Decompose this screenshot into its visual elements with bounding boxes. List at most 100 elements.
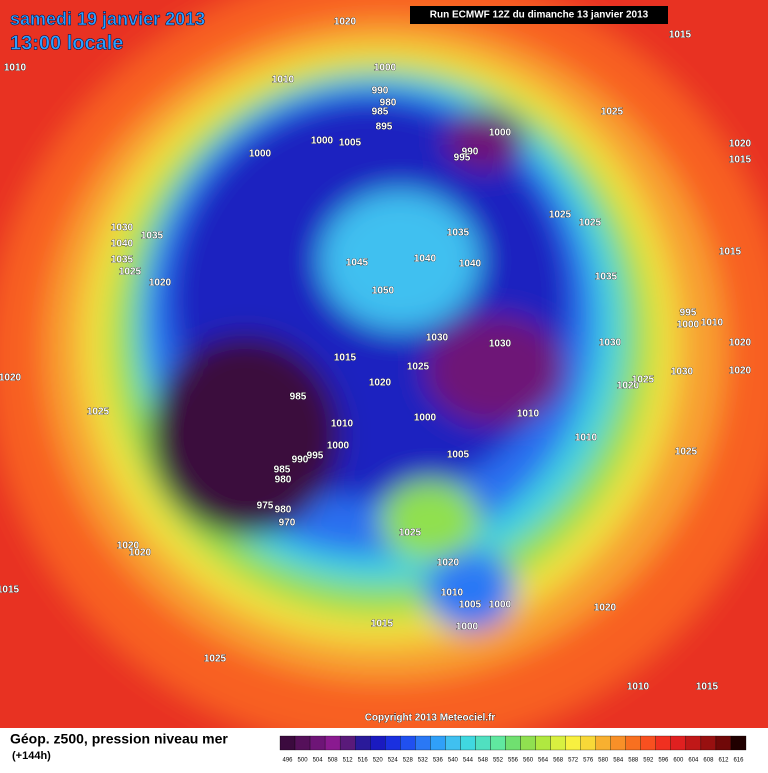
field-label: Géop. z500, pression niveau mer — [10, 731, 228, 747]
isobar-label: 1000 — [327, 441, 350, 452]
scale-label: 572 — [568, 758, 579, 764]
isobar-label: 1025 — [579, 218, 602, 229]
isobar-label: 1010 — [441, 588, 464, 599]
scale-label: 556 — [508, 758, 519, 764]
scale-label: 568 — [553, 758, 564, 764]
lead-time: (+144h) — [12, 750, 51, 762]
map-title: samedi 19 janvier 2013 — [10, 9, 205, 29]
scale-label: 516 — [358, 758, 369, 764]
scale-swatch — [625, 735, 641, 751]
isobar-label: 985 — [274, 465, 291, 476]
isobar-label: 990 — [462, 147, 479, 158]
scale-swatch — [565, 735, 581, 751]
scale-swatch — [294, 735, 311, 751]
isobar-label: 1015 — [334, 353, 357, 364]
scale-label: 576 — [583, 758, 594, 764]
scale-label: 564 — [538, 758, 549, 764]
isobar-label: 1040 — [414, 254, 437, 265]
isobar-label: 1020 — [129, 548, 152, 559]
isobar-label: 1000 — [249, 149, 272, 160]
isobar-label: 1025 — [204, 654, 227, 665]
isobar-label: 1000 — [489, 600, 512, 611]
isobar-label: 1045 — [346, 258, 369, 269]
isobar-label: 1040 — [459, 259, 482, 270]
run-box — [410, 6, 668, 24]
scale-label: 552 — [493, 758, 504, 764]
isobar-label: 1035 — [111, 255, 134, 266]
isobar-label: 1015 — [371, 619, 394, 630]
scale-swatch — [610, 735, 626, 751]
isobar-label: 1010 — [517, 409, 540, 420]
isobar-label: 1025 — [675, 447, 698, 458]
scale-label: 540 — [448, 758, 459, 764]
isobar-label: 1020 — [729, 139, 752, 150]
isobar-label: 1020 — [437, 558, 460, 569]
isobar-label: 1030 — [599, 338, 622, 349]
isobar-label: 1020 — [729, 366, 752, 377]
scale-label: 536 — [433, 758, 444, 764]
scale-swatch — [309, 735, 326, 751]
scale-label: 524 — [388, 758, 399, 764]
scale-label: 512 — [343, 758, 354, 764]
isobar-label: 1035 — [141, 231, 164, 242]
scale-swatch — [550, 735, 566, 751]
scale-label: 532 — [418, 758, 429, 764]
scale-swatch — [430, 735, 446, 751]
scale-label: 584 — [613, 758, 624, 764]
scale-swatch — [655, 735, 671, 751]
isobar-label: 995 — [454, 153, 471, 164]
isobar-label: 1020 — [729, 338, 752, 349]
scale-swatch — [490, 735, 506, 751]
isobar-label: 1020 — [617, 381, 640, 392]
scale-swatch — [385, 735, 401, 751]
scale-label: 600 — [673, 758, 684, 764]
scale-swatch — [355, 735, 371, 751]
isobar-label: 1010 — [701, 318, 724, 329]
isobar-label: 990 — [372, 86, 389, 97]
scale-swatch — [715, 735, 732, 751]
isobar-label: 1030 — [489, 339, 512, 350]
isobar-label: 980 — [380, 98, 397, 109]
isobar-label: 1020 — [334, 17, 357, 28]
scale-label: 588 — [628, 758, 639, 764]
scale-swatch — [279, 735, 296, 751]
isobar-label: 990 — [292, 455, 309, 466]
valid-time: 13:00 locale — [10, 32, 123, 54]
isobar-label: 1020 — [0, 373, 22, 384]
isobar-label: 1015 — [696, 682, 719, 693]
isobar-label: 1000 — [311, 136, 334, 147]
scale-swatch — [640, 735, 656, 751]
scale-label: 548 — [478, 758, 489, 764]
scale-swatch — [324, 735, 341, 751]
scale-swatch — [535, 735, 551, 751]
isobar-label: 1020 — [117, 541, 140, 552]
isobar-label: 1030 — [426, 333, 449, 344]
scale-swatch — [520, 735, 536, 751]
scale-label: 604 — [688, 758, 699, 764]
isobar-label: 1010 — [272, 75, 295, 86]
isobar-label: 1000 — [489, 128, 512, 139]
scale-swatch — [370, 735, 386, 751]
isobar-label: 1015 — [729, 155, 752, 166]
scale-label: 612 — [718, 758, 729, 764]
isobar-label: 980 — [275, 475, 292, 486]
scale-label: 596 — [658, 758, 669, 764]
isobar-label: 1025 — [119, 267, 142, 278]
scale-label: 580 — [598, 758, 609, 764]
isobar-label: 1030 — [671, 367, 694, 378]
scale-swatch — [685, 735, 702, 751]
isobar-label: 1015 — [0, 585, 20, 596]
isobar-label: 1035 — [595, 272, 618, 283]
isobar-label: 1025 — [549, 210, 572, 221]
isobar-label: 1000 — [677, 320, 700, 331]
isobar-label: 1020 — [149, 278, 172, 289]
isobar-label: 1000 — [374, 63, 397, 74]
scale-label: 500 — [298, 758, 309, 764]
isobar-label: 985 — [290, 392, 307, 403]
scale-swatch — [505, 735, 521, 751]
isobar-label: 1005 — [447, 450, 470, 461]
isobar-label: 1020 — [369, 378, 392, 389]
scale-swatch — [595, 735, 611, 751]
